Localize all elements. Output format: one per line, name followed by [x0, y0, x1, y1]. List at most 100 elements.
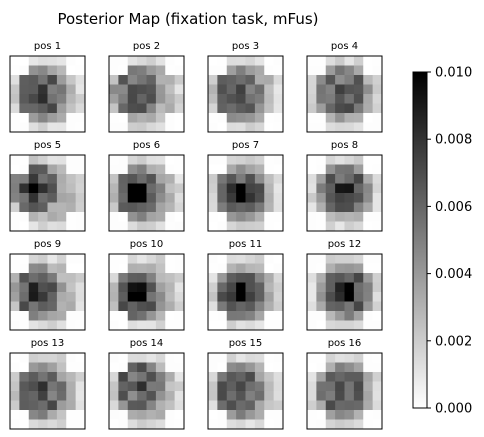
heatmap-cell — [19, 103, 30, 114]
heatmap-cell — [353, 353, 364, 363]
heatmap-cell — [137, 301, 147, 312]
heatmap-cell — [75, 103, 86, 114]
heatmap-cell — [47, 282, 58, 293]
heatmap-cell — [146, 183, 157, 194]
heatmap-cell — [254, 381, 265, 392]
heatmap-cell — [109, 381, 119, 392]
heatmap-cell — [174, 254, 185, 264]
panel-frame — [207, 352, 284, 430]
heatmap-cell — [264, 282, 275, 293]
heatmap-cell — [208, 221, 218, 232]
heatmap-cell — [236, 353, 246, 363]
heatmap-cell — [56, 183, 67, 194]
heatmap-cell — [66, 301, 77, 312]
heatmap-cell — [146, 113, 157, 123]
heatmap-cell — [38, 282, 48, 293]
heatmap-cell — [245, 113, 256, 123]
heatmap-cell — [155, 56, 166, 66]
heatmap-cell — [236, 381, 246, 392]
heatmap-cell — [264, 372, 275, 382]
heatmap-cell — [56, 212, 67, 222]
heatmap-cell — [344, 372, 355, 382]
heatmap-cell — [208, 311, 218, 321]
heatmap-cell — [28, 381, 39, 392]
heatmap-cell — [155, 75, 166, 85]
heatmap-cell — [146, 311, 157, 321]
heatmap-cell — [28, 263, 39, 274]
heatmap-cell — [66, 94, 77, 104]
heatmap-cell — [174, 183, 185, 194]
panel-title: pos 14 — [130, 338, 164, 349]
heatmap-cell — [273, 301, 284, 312]
heatmap-cell — [353, 419, 364, 430]
heatmap-cell — [165, 65, 176, 76]
heatmap-cell — [363, 282, 374, 293]
heatmap-cell — [325, 263, 336, 274]
heatmap-cell — [245, 263, 256, 274]
heatmap-cell — [146, 84, 157, 95]
heatmap-cell — [75, 362, 86, 373]
heatmap-cell — [273, 164, 284, 175]
heatmap-cell — [127, 311, 138, 321]
heatmap-cell — [316, 372, 327, 382]
heatmap-cell — [28, 212, 39, 222]
heatmap-cell — [217, 164, 228, 175]
heatmap-cell — [19, 84, 30, 95]
heatmap-cell — [165, 410, 176, 420]
heatmap-cell — [109, 400, 119, 411]
heatmap-cell — [264, 212, 275, 222]
heatmap-cell — [273, 202, 284, 213]
heatmap-cell — [264, 353, 275, 363]
heatmap-cell — [236, 254, 246, 264]
heatmap-cell — [28, 221, 39, 232]
heatmap-panel: pos 16 — [306, 338, 383, 430]
heatmap-cell — [118, 419, 129, 430]
heatmap-cell — [307, 84, 317, 95]
heatmap-cell — [236, 263, 246, 274]
heatmap-cell — [146, 362, 157, 373]
heatmap-cell — [155, 410, 166, 420]
heatmap-cell — [155, 84, 166, 95]
heatmap-cell — [146, 410, 157, 420]
heatmap-cell — [353, 164, 364, 175]
heatmap-cell — [245, 311, 256, 321]
heatmap-cell — [264, 65, 275, 76]
heatmap-cell — [10, 174, 20, 184]
heatmap-cell — [344, 381, 355, 392]
heatmap-cell — [245, 254, 256, 264]
heatmap-cell — [28, 84, 39, 95]
heatmap-cell — [316, 292, 327, 302]
heatmap-cell — [335, 273, 345, 283]
heatmap-cell — [217, 193, 228, 203]
heatmap-cell — [226, 292, 237, 302]
heatmap-cell — [137, 174, 147, 184]
heatmap-cell — [264, 254, 275, 264]
heatmap-cell — [10, 400, 20, 411]
heatmap-cell — [155, 400, 166, 411]
heatmap-cell — [226, 381, 237, 392]
heatmap-cell — [19, 410, 30, 420]
heatmap-cell — [165, 221, 176, 232]
heatmap-cell — [137, 183, 147, 194]
heatmap-cell — [66, 103, 77, 114]
heatmap-cell — [335, 84, 345, 95]
heatmap-cell — [75, 410, 86, 420]
heatmap-cell — [10, 311, 20, 321]
heatmap-cell — [127, 391, 138, 401]
panel-frame — [108, 352, 185, 430]
heatmap-cell — [208, 254, 218, 264]
heatmap-cell — [165, 94, 176, 104]
heatmap-cell — [127, 183, 138, 194]
heatmap-cell — [66, 155, 77, 165]
heatmap-cell — [174, 221, 185, 232]
heatmap-cell — [226, 212, 237, 222]
heatmap-cell — [118, 263, 129, 274]
heatmap-cell — [174, 103, 185, 114]
heatmap-cell — [307, 122, 317, 133]
heatmap-cell — [28, 282, 39, 293]
heatmap-cell — [236, 282, 246, 293]
heatmap-panel: pos 5 — [9, 140, 86, 232]
heatmap-cell — [10, 381, 20, 392]
heatmap-cell — [363, 372, 374, 382]
heatmap-cell — [254, 273, 265, 283]
